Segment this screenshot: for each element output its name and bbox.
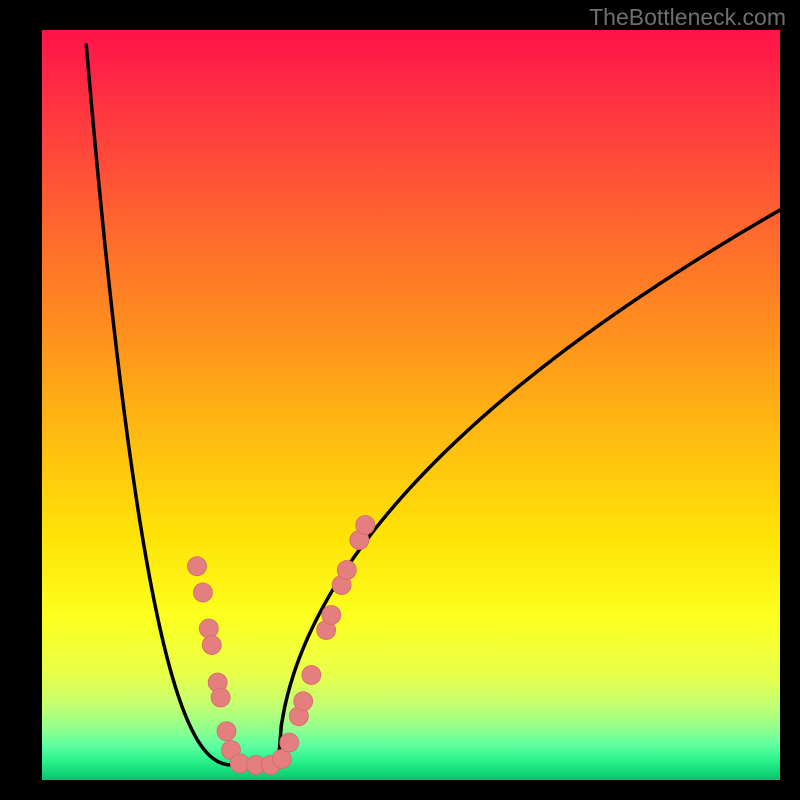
data-marker <box>211 688 230 707</box>
data-marker <box>193 583 212 602</box>
data-marker <box>187 557 206 576</box>
data-marker <box>199 619 218 638</box>
data-marker <box>217 722 236 741</box>
bottleneck-curve-chart <box>0 0 800 800</box>
data-marker <box>302 666 321 685</box>
gradient-plot-area <box>42 30 780 780</box>
watermark-text: TheBottleneck.com <box>589 4 786 31</box>
data-marker <box>356 516 375 535</box>
data-marker <box>280 733 299 752</box>
data-marker <box>202 636 221 655</box>
data-marker <box>294 692 313 711</box>
chart-canvas: TheBottleneck.com <box>0 0 800 800</box>
data-marker <box>322 606 341 625</box>
data-marker <box>337 561 356 580</box>
